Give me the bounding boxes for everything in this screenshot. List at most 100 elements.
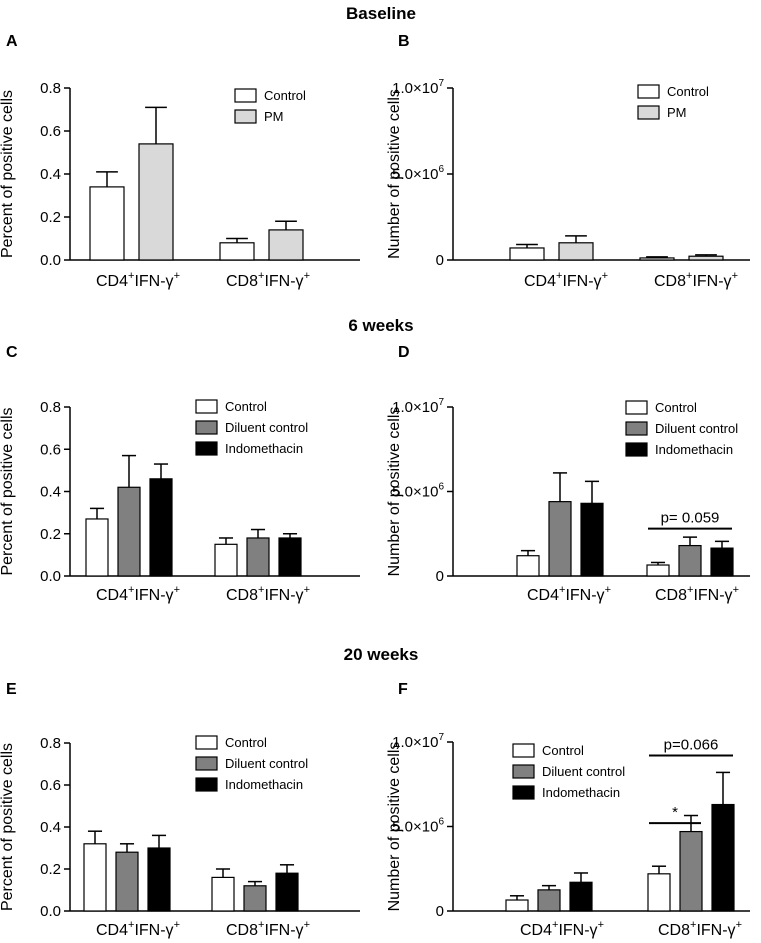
x-tick-label: CD8+IFN-γ+ xyxy=(655,584,739,604)
y-axis-label: Number of positive cells xyxy=(386,89,403,259)
y-tick-label: 0.6 xyxy=(40,441,61,458)
panel-letter: B xyxy=(398,33,410,50)
legend-swatch-indomethacin xyxy=(195,441,218,456)
section-title: Baseline xyxy=(346,4,416,23)
legend-label: Indomethacin xyxy=(542,785,620,800)
bar-pm xyxy=(558,242,594,261)
y-tick-label: 0.4 xyxy=(40,166,61,183)
bar-indomethacin xyxy=(711,803,735,912)
legend-label: Indomethacin xyxy=(225,441,303,456)
legend-label: PM xyxy=(264,109,284,124)
x-tick-label: CD4+IFN-γ+ xyxy=(520,919,604,939)
y-tick-label: 0.8 xyxy=(40,399,61,416)
bar-diluent-control xyxy=(117,486,141,577)
legend-label: Control xyxy=(225,735,267,750)
y-axis-label: Percent of positive cells xyxy=(0,743,16,911)
legend-label: Diluent control xyxy=(225,420,308,435)
significance-label: * xyxy=(672,804,678,821)
legend-swatch-indomethacin xyxy=(512,785,535,800)
legend-label: Control xyxy=(667,84,709,99)
bar-indomethacin xyxy=(147,847,171,912)
panel-letter: A xyxy=(6,33,18,50)
y-tick-label: 0.0 xyxy=(40,252,61,269)
bar-pm xyxy=(688,255,724,261)
y-axis-label: Number of positive cells xyxy=(386,742,403,912)
x-tick-label: CD4+IFN-γ+ xyxy=(96,270,180,290)
legend-swatch-control xyxy=(195,399,218,414)
bar-pm xyxy=(268,229,304,261)
y-axis-label: Percent of positive cells xyxy=(0,407,16,575)
legend-label: Control xyxy=(225,399,267,414)
y-tick-label: 1.0×107 xyxy=(392,78,444,97)
legend-label: Diluent control xyxy=(542,764,625,779)
chart-panel-a: A 0.0 0.2 0.4 0.6 0.8 Percent of positive cell… xyxy=(0,33,360,290)
bar-diluent-control xyxy=(679,830,703,912)
bar-indomethacin xyxy=(149,478,173,577)
bar-control xyxy=(83,843,107,912)
x-tick-label: CD4+IFN-γ+ xyxy=(96,919,180,939)
legend-swatch-control xyxy=(195,735,218,750)
legend: Control Diluent control Indomethacin xyxy=(195,735,308,792)
x-tick-label: CD8+IFN-γ+ xyxy=(226,270,310,290)
x-tick-label: CD8+IFN-γ+ xyxy=(654,270,738,290)
y-tick-label: 5.0×106 xyxy=(392,482,444,501)
legend-swatch-pm xyxy=(234,109,257,124)
bar-diluent-control xyxy=(243,885,267,912)
bar-diluent-control xyxy=(115,851,139,912)
bar-diluent-control xyxy=(678,544,702,577)
y-tick-label: 5.0×106 xyxy=(392,164,444,183)
legend: Control PM xyxy=(234,88,306,124)
chart-panel-c: C 0.0 0.2 0.4 0.6 0.8 Percent of positive cell… xyxy=(0,344,360,604)
y-tick-label: 1.0×107 xyxy=(392,732,444,751)
x-tick-label: CD4+IFN-γ+ xyxy=(527,584,611,604)
legend-swatch-diluent-control xyxy=(625,421,648,436)
y-axis-label: Number of positive cells xyxy=(386,407,403,577)
legend-label: Diluent control xyxy=(655,421,738,436)
legend: Control Diluent control Indomethacin xyxy=(625,400,738,457)
legend-swatch-diluent-control xyxy=(195,756,218,771)
bar-indomethacin xyxy=(278,537,302,577)
legend-swatch-control xyxy=(625,400,648,415)
section-title: 6 weeks xyxy=(348,316,413,335)
legend-label: Indomethacin xyxy=(225,777,303,792)
bar-diluent-control xyxy=(537,889,561,912)
x-tick-label: CD8+IFN-γ+ xyxy=(226,584,310,604)
y-tick-label: 0.6 xyxy=(40,777,61,794)
bar-control xyxy=(89,186,125,261)
y-tick-label: 5.0×106 xyxy=(392,817,444,836)
bar-indomethacin xyxy=(275,872,299,912)
section-title: 20 weeks xyxy=(344,645,419,664)
legend-label: Control xyxy=(264,88,306,103)
bar-control xyxy=(646,564,670,577)
y-tick-label: 0.0 xyxy=(40,903,61,920)
legend-swatch-diluent-control xyxy=(512,764,535,779)
y-tick-label: 0.0 xyxy=(40,568,61,585)
bar-control xyxy=(516,555,540,577)
y-tick-label: 0.4 xyxy=(40,819,61,836)
legend-swatch-control xyxy=(512,743,535,758)
bar-control xyxy=(214,543,238,577)
legend: Control Diluent control Indomethacin xyxy=(512,743,625,800)
significance-label: p= 0.059 xyxy=(661,510,720,527)
y-tick-label: 0.8 xyxy=(40,80,61,97)
y-tick-label: 0.4 xyxy=(40,484,61,501)
y-tick-label: 0.2 xyxy=(40,861,61,878)
bar-diluent-control xyxy=(548,501,572,577)
y-tick-label: 0.2 xyxy=(40,526,61,543)
bar-control xyxy=(505,899,529,912)
bar-control xyxy=(211,876,235,912)
legend-label: Indomethacin xyxy=(655,442,733,457)
bar-control xyxy=(219,242,255,261)
y-axis-label: Percent of positive cells xyxy=(0,90,16,258)
panel-letter: E xyxy=(6,681,17,698)
legend-label: Diluent control xyxy=(225,756,308,771)
panel-letter: D xyxy=(398,344,410,361)
bar-indomethacin xyxy=(569,881,593,912)
bar-pm xyxy=(138,143,174,261)
legend-label: PM xyxy=(667,105,687,120)
panel-letter: C xyxy=(6,344,18,361)
